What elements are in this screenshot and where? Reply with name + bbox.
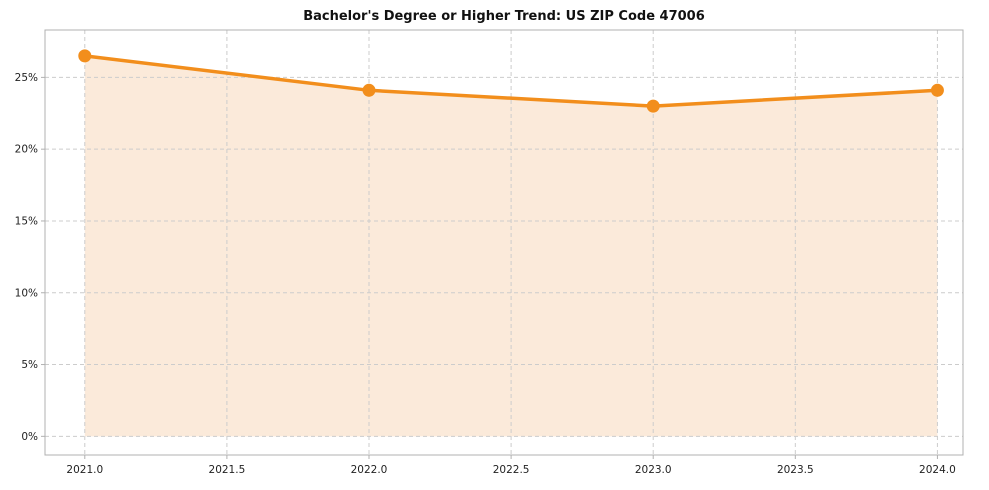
trend-line (83, 54, 940, 108)
x-tick-label: 2024.0 (919, 464, 956, 476)
y-tick-label: 10% (15, 287, 38, 299)
x-tick-label: 2023.5 (777, 464, 814, 476)
x-tick-label: 2023.0 (635, 464, 672, 476)
data-point-marker (930, 83, 944, 97)
x-tick-label: 2021.5 (209, 464, 246, 476)
y-tick-label: 0% (21, 431, 38, 443)
y-tick-label: 20% (15, 144, 38, 156)
plot-border (44, 29, 964, 456)
x-tick-label: 2022.0 (351, 464, 388, 476)
y-tick-label: 25% (15, 72, 38, 84)
y-tick-label: 5% (21, 359, 38, 371)
data-point-marker (78, 49, 92, 63)
area-fill (84, 55, 938, 437)
x-tick-label: 2021.0 (66, 464, 103, 476)
x-tick-label: 2022.5 (493, 464, 530, 476)
data-point-marker (362, 83, 376, 97)
chart-title: Bachelor's Degree or Higher Trend: US ZI… (303, 9, 705, 24)
data-point-marker (646, 99, 660, 113)
y-tick-label: 15% (15, 215, 38, 227)
